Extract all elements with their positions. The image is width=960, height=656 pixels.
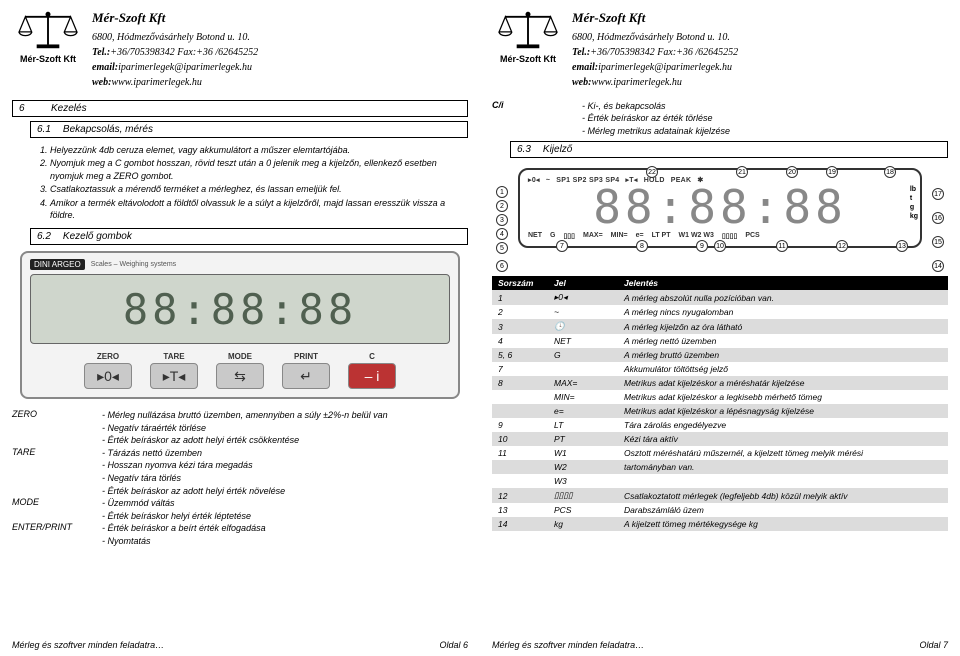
display-diagram: 1 2 3 4 5 6 22 21 20 19 18 17 16 15 14 7…	[496, 168, 944, 248]
section-6-3: 6.3 Kijelző	[510, 141, 948, 158]
table-row: 10PTKézi tára aktív	[492, 432, 948, 446]
table-row: 2~A mérleg nincs nyugalomban	[492, 305, 948, 319]
callout: 1	[496, 186, 508, 198]
header-info: Mér-Szoft Kft 6800, Hódmezővásárhely Bot…	[92, 8, 258, 90]
callout: 11	[776, 240, 788, 252]
company-email: email:iparimerlegek@iparimerlegek.hu	[572, 60, 738, 75]
table-row: W2tartományban van.	[492, 460, 948, 474]
callout: 4	[496, 228, 508, 240]
lcd-digits: 88:88:88	[528, 184, 912, 230]
callout: 17	[932, 188, 944, 200]
table-row: 14kgA kijelzett tömeg mértékegysége kg	[492, 517, 948, 531]
table-row: 12▯▯▯▯Csatlakoztatott mérlegek (legfelje…	[492, 488, 948, 503]
control-panel-illustration: DINI ARGEO Scales – Weighing systems 88:…	[20, 251, 460, 399]
page-number: Oldal 7	[919, 640, 948, 650]
panel-btn-zero: ZERO▸0◂	[84, 352, 132, 389]
ci-description: C/i - Ki-, és bekapcsolás - Érték beírás…	[492, 100, 948, 138]
lcd-panel: ▸0◂ ~ SP1 SP2 SP3 SP4 ▸T◂ HOLD PEAK ✱ 88…	[518, 168, 922, 248]
panel-btn-power: C– i	[348, 352, 396, 389]
steps-list: Helyezzünk 4db ceruza elemet, vagy akkum…	[50, 144, 468, 223]
lcd-units: lb t g kg	[910, 186, 918, 220]
table-row: 9LTTára zárolás engedélyezve	[492, 418, 948, 432]
panel-btn-print: PRINT↵	[282, 352, 330, 389]
company-email: email:iparimerlegek@iparimerlegek.hu	[92, 60, 258, 75]
th-sorszam: Sorszám	[492, 276, 548, 290]
table-row: e=Metrikus adat kijelzéskor a lépésnagys…	[492, 404, 948, 418]
balance-scale-icon	[495, 8, 561, 52]
brand-tagline: Scales – Weighing systems	[91, 261, 176, 268]
th-jel: Jel	[548, 276, 618, 290]
table-row: MIN=Metrikus adat kijelzéskor a legkiseb…	[492, 390, 948, 404]
callout: 5	[496, 242, 508, 254]
table-row: 3🕓A mérleg kijelzőn az óra látható	[492, 319, 948, 334]
panel-btn-tare: TARE▸T◂	[150, 352, 198, 389]
panel-btn-mode: MODE⇆	[216, 352, 264, 389]
table-row: 8MAX=Metrikus adat kijelzéskor a mérésha…	[492, 376, 948, 390]
logo-block: Mér-Szoft Kft	[12, 8, 84, 90]
th-jelentes: Jelentés	[618, 276, 948, 290]
header-right: Mér-Szoft Kft Mér-Szoft Kft 6800, Hódmez…	[492, 8, 948, 90]
step-item: Csatlakoztassuk a mérendő terméket a mér…	[50, 183, 468, 196]
table-row: 5, 6GA mérleg bruttó üzemben	[492, 348, 948, 362]
desc-zero: ZERO - Mérleg nullázása bruttó üzemben, …	[12, 409, 468, 447]
page-left: Mér-Szoft Kft Mér-Szoft Kft 6800, Hódmez…	[0, 0, 480, 656]
table-row: 1▸0◂A mérleg abszolút nulla pozícióban v…	[492, 290, 948, 305]
legend-table: Sorszám Jel Jelentés 1▸0◂A mérleg abszol…	[492, 276, 948, 531]
desc-enter-print: ENTER/PRINT - Érték beíráskor a beírt ér…	[12, 522, 468, 547]
company-web: web:www.iparimerlegek.hu	[572, 75, 738, 90]
table-row: 4NETA mérleg nettó üzemben	[492, 334, 948, 348]
callout: 9	[696, 240, 708, 252]
company-name: Mér-Szoft Kft	[572, 8, 738, 28]
header-left: Mér-Szoft Kft Mér-Szoft Kft 6800, Hódmez…	[12, 8, 468, 90]
balance-scale-icon	[15, 8, 81, 52]
section-6: 6 Kezelés	[12, 100, 468, 117]
footer-text: Mérleg és szoftver minden feladatra…	[492, 640, 644, 650]
section-6-2: 6.2 Kezelő gombok	[30, 228, 468, 245]
brand-badge: DINI ARGEO	[30, 259, 85, 270]
callout: 3	[496, 214, 508, 226]
callout: 15	[932, 236, 944, 248]
section-6-1: 6.1 Bekapcsolás, mérés	[30, 121, 468, 138]
logo-block: Mér-Szoft Kft	[492, 8, 564, 90]
callout: 16	[932, 212, 944, 224]
table-row: 11W1Osztott méréshatárú műszernél, a kij…	[492, 446, 948, 460]
step-item: Nyomjuk meg a C gombot hosszan, rövid te…	[50, 157, 468, 182]
table-row: 13PCSDarabszámláló üzem	[492, 503, 948, 517]
callout: 7	[556, 240, 568, 252]
company-tel: Tel.:+36/705398342 Fax:+36 /62645252	[572, 45, 738, 60]
table-row: W3	[492, 474, 948, 488]
header-info: Mér-Szoft Kft 6800, Hódmezővásárhely Bot…	[572, 8, 738, 90]
table-row: 7Akkumulátor töltöttség jelző	[492, 362, 948, 376]
callout: 10	[714, 240, 726, 252]
desc-tare: TARE - Tárázás nettó üzemben - Hosszan n…	[12, 447, 468, 497]
footer-text: Mérleg és szoftver minden feladatra…	[12, 640, 164, 650]
company-address: 6800, Hódmezővásárhely Botond u. 10.	[572, 30, 738, 45]
company-address: 6800, Hódmezővásárhely Botond u. 10.	[92, 30, 258, 45]
footer-left-page: Mérleg és szoftver minden feladatra… Old…	[12, 640, 468, 650]
panel-buttons: ZERO▸0◂ TARE▸T◂ MODE⇆ PRINT↵ C– i	[30, 352, 450, 389]
company-tel: Tel.:+36/705398342 Fax:+36 /62645252	[92, 45, 258, 60]
company-web: web:www.iparimerlegek.hu	[92, 75, 258, 90]
callout: 8	[636, 240, 648, 252]
desc-mode: MODE - Üzemmód váltás - Érték beíráskor …	[12, 497, 468, 522]
callout: 2	[496, 200, 508, 212]
page-number: Oldal 6	[439, 640, 468, 650]
logo-caption: Mér-Szoft Kft	[500, 54, 556, 64]
footer-right-page: Mérleg és szoftver minden feladatra… Old…	[492, 640, 948, 650]
callout: 12	[836, 240, 848, 252]
page-right: Mér-Szoft Kft Mér-Szoft Kft 6800, Hódmez…	[480, 0, 960, 656]
panel-brand: DINI ARGEO Scales – Weighing systems	[30, 259, 450, 270]
panel-lcd: 88:88:88	[30, 274, 450, 344]
logo-caption: Mér-Szoft Kft	[20, 54, 76, 64]
step-item: Amikor a termék eltávolodott a földtől o…	[50, 197, 468, 222]
company-name: Mér-Szoft Kft	[92, 8, 258, 28]
callout: 13	[896, 240, 908, 252]
step-item: Helyezzünk 4db ceruza elemet, vagy akkum…	[50, 144, 468, 157]
